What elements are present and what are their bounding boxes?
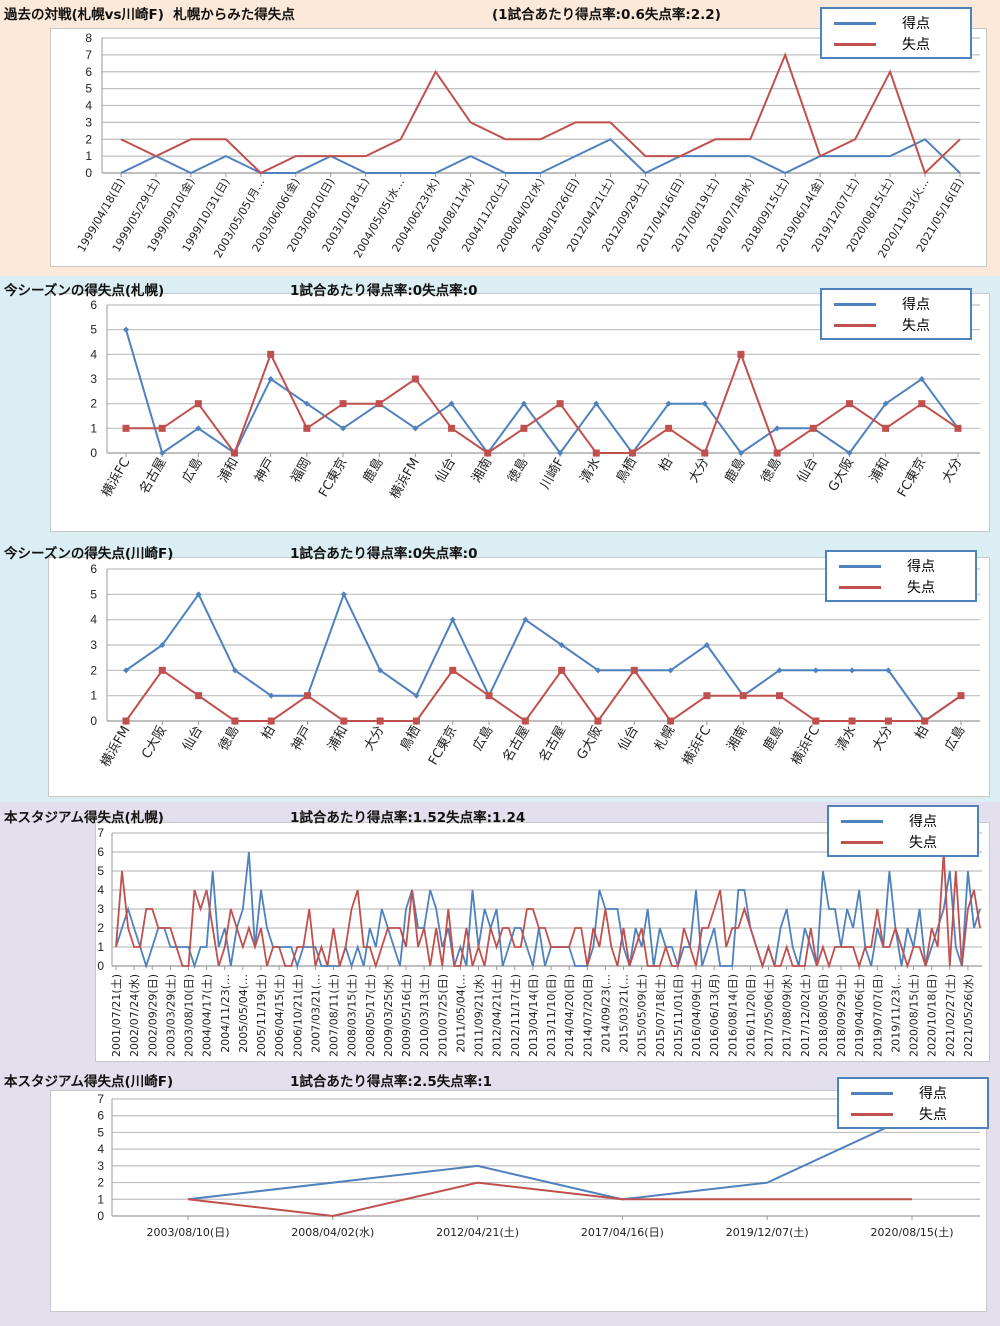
legend-swatch-conceded <box>834 323 876 327</box>
legend-swatch-score <box>834 21 876 25</box>
legend-label-score: 得点 <box>902 297 930 313</box>
legend-swatch-score <box>841 819 883 823</box>
legend-label-conceded: 失点 <box>919 1107 947 1123</box>
legend-swatch-score <box>839 564 881 568</box>
chart-4-subtitle: 1試合あたり得点率:1.52失点率:1.24 <box>290 810 526 826</box>
legend-label-score: 得点 <box>907 559 935 575</box>
chart-3-subtitle: 1試合あたり得点率:0失点率:0 <box>290 546 478 562</box>
chart-box-4 <box>95 822 990 1062</box>
chart-2-title: 今シーズンの得失点(札幌) <box>4 283 165 299</box>
chart-3-title: 今シーズンの得失点(川崎F) <box>4 546 174 562</box>
legend-label-conceded: 失点 <box>909 835 937 851</box>
chart-1-legend: 得点 失点 <box>820 7 972 59</box>
legend-label-conceded: 失点 <box>902 37 930 53</box>
chart-1-subtitle: (1試合あたり得点率:0.6失点率:2.2) <box>492 7 721 23</box>
legend-label-score: 得点 <box>919 1086 947 1102</box>
legend-swatch-conceded <box>839 585 881 589</box>
legend-label-score: 得点 <box>902 16 930 32</box>
legend-label-conceded: 失点 <box>902 318 930 334</box>
legend-swatch-conceded <box>851 1112 893 1116</box>
chart-4-title: 本スタジアム得失点(札幌) <box>4 810 164 826</box>
legend-swatch-score <box>851 1091 893 1095</box>
chart-3-legend: 得点 失点 <box>825 550 977 602</box>
chart-box-1 <box>50 28 987 267</box>
legend-swatch-score <box>834 302 876 306</box>
legend-label-conceded: 失点 <box>907 580 935 596</box>
chart-5-title: 本スタジアム得失点(川崎F) <box>4 1074 174 1090</box>
legend-label-score: 得点 <box>909 814 937 830</box>
chart-1-title: 過去の対戦(札幌vs川崎F) 札幌からみた得失点 <box>4 7 295 23</box>
chart-5-subtitle: 1試合あたり得点率:2.5失点率:1 <box>290 1074 492 1090</box>
chart-5-legend: 得点 失点 <box>837 1077 989 1129</box>
legend-swatch-conceded <box>834 42 876 46</box>
chart-2-legend: 得点 失点 <box>820 288 972 340</box>
chart-2-subtitle: 1試合あたり得点率:0失点率:0 <box>290 283 478 299</box>
legend-swatch-conceded <box>841 840 883 844</box>
chart-4-legend: 得点 失点 <box>827 805 979 857</box>
